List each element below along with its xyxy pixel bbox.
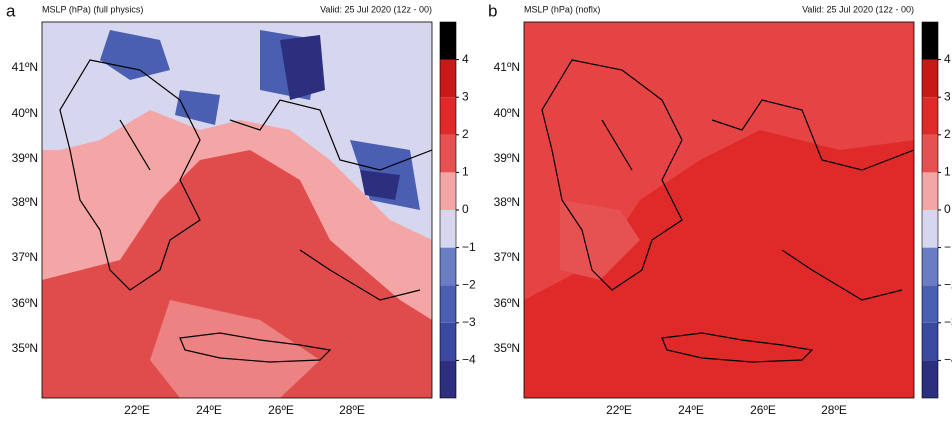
map-a	[42, 22, 432, 398]
colorbar-tick-label: 4	[944, 52, 951, 66]
lat-label: 35ºN	[12, 341, 38, 355]
colorbar-band	[440, 22, 456, 60]
lat-label: 36ºN	[12, 296, 38, 310]
valid-time: Valid: 25 Jul 2020 (12z - 00)	[802, 4, 914, 14]
colorbar-tick-label: −4	[462, 353, 476, 367]
lon-label: 26ºE	[750, 403, 776, 417]
colorbar-tick-label: 0	[462, 202, 469, 216]
panel-title: MSLP (hPa) (noflx)	[524, 4, 600, 14]
colorbar-band	[922, 59, 938, 98]
lat-label: 41ºN	[494, 60, 520, 74]
colorbar-tick-label: 2	[462, 127, 469, 141]
colorbar-tick-label: −3	[462, 315, 476, 329]
map-frame	[41, 21, 433, 399]
colorbar-band	[922, 134, 938, 173]
colorbar-band	[922, 172, 938, 210]
colorbar-tick-label: −2	[462, 277, 476, 291]
lat-label: 41ºN	[12, 60, 38, 74]
colorbar-band	[440, 172, 456, 210]
colorbar-tick-label: 1	[944, 165, 951, 179]
colorbar-band	[440, 210, 456, 248]
colorbar-band	[440, 322, 456, 361]
lon-label: 28ºE	[339, 403, 365, 417]
colorbar-band	[440, 285, 456, 323]
colorbar-tick-label: 4	[462, 52, 469, 66]
colorbar-band	[922, 285, 938, 323]
colorbar-tick-label: 3	[944, 89, 951, 103]
lon-label: 24ºE	[678, 403, 704, 417]
colorbar-band	[440, 247, 456, 286]
lon-label: 24ºE	[196, 403, 222, 417]
panel-label: a	[6, 1, 16, 20]
panel-label: b	[488, 1, 497, 20]
colorbar-tick-label: 1	[462, 165, 469, 179]
colorbar-band	[922, 322, 938, 361]
lat-label: 40ºN	[494, 106, 520, 120]
lon-label: 22ºE	[606, 403, 632, 417]
lat-label: 40ºN	[12, 106, 38, 120]
panel-title: MSLP (hPa) (full physics)	[42, 4, 143, 14]
colorbar-tick-label: 3	[462, 89, 469, 103]
colorbar-band	[440, 97, 456, 135]
colorbar-band	[440, 360, 456, 398]
lat-label: 38ºN	[494, 195, 520, 209]
colorbar-band	[440, 59, 456, 98]
lat-label: 38ºN	[12, 195, 38, 209]
colorbar-band	[922, 22, 938, 60]
map-frame	[523, 21, 915, 399]
lat-label: 36ºN	[494, 296, 520, 310]
colorbar-tick-label: 2	[944, 127, 951, 141]
lat-label: 37ºN	[494, 250, 520, 264]
colorbar-tick-label: −4	[944, 353, 952, 367]
colorbar-tick-label: −1	[944, 240, 952, 254]
colorbar-band	[440, 134, 456, 173]
colorbar-tick-label: 0	[944, 202, 951, 216]
lon-label: 26ºE	[268, 403, 294, 417]
lat-label: 39ºN	[12, 151, 38, 165]
colorbar-tick-label: −3	[944, 315, 952, 329]
colorbar-band	[922, 210, 938, 248]
lon-label: 28ºE	[821, 403, 847, 417]
lat-label: 37ºN	[12, 250, 38, 264]
colorbar-tick-label: −2	[944, 277, 952, 291]
colorbar-band	[922, 360, 938, 398]
map-b	[524, 22, 914, 398]
colorbar-band	[922, 247, 938, 286]
lat-label: 35ºN	[494, 341, 520, 355]
lat-label: 39ºN	[494, 151, 520, 165]
colorbar-tick-label: −1	[462, 240, 476, 254]
valid-time: Valid: 25 Jul 2020 (12z - 00)	[320, 4, 432, 14]
colorbar-band	[922, 97, 938, 135]
lon-label: 22ºE	[124, 403, 150, 417]
